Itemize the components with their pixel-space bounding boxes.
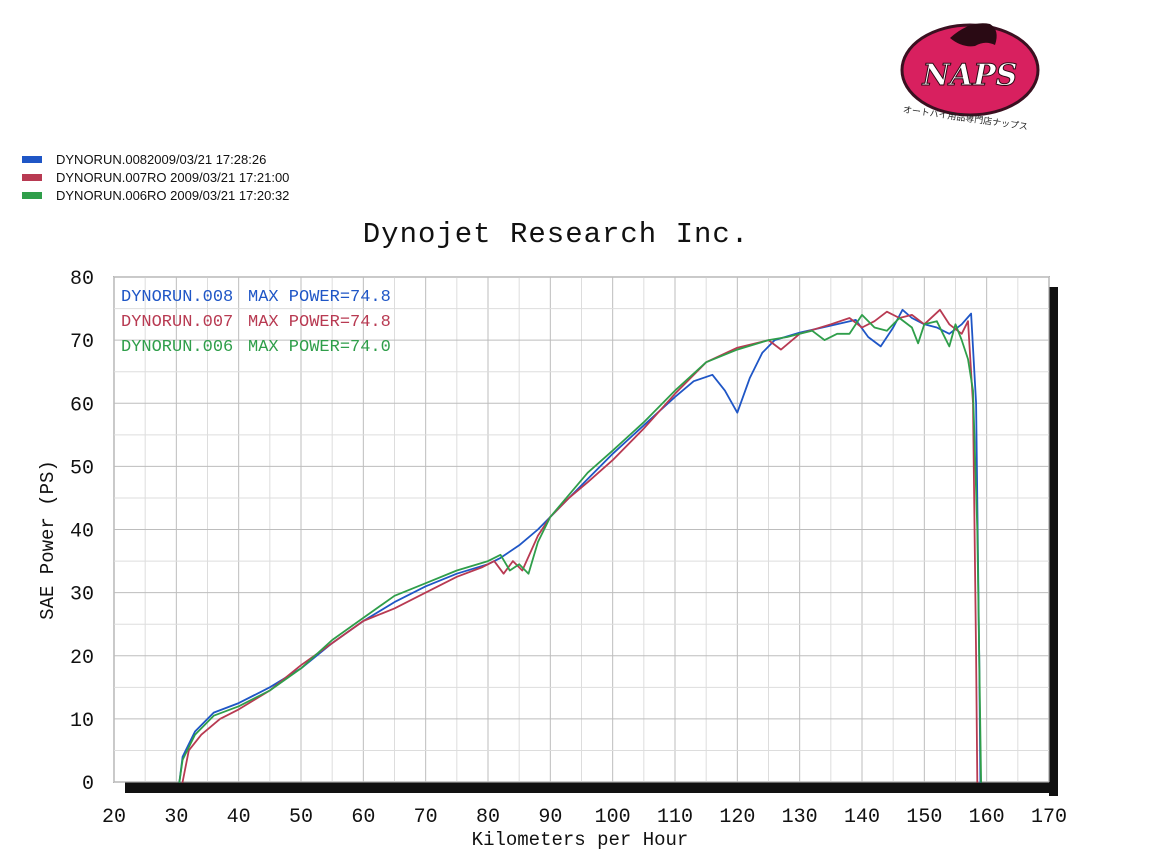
y-tick-label: 40 [70, 521, 94, 544]
run-list-item: DYNORUN.006RO 2009/03/21 17:20:32 [22, 186, 289, 204]
run-swatch-green [22, 191, 42, 199]
series-line-dynorun-007 [181, 308, 979, 783]
y-axis-label: SAE Power (PS) [37, 460, 59, 620]
x-tick-label: 150 [906, 806, 942, 829]
legend-run-006: DYNORUN.006 [121, 338, 233, 357]
legend-run-008: DYNORUN.008 [121, 288, 233, 307]
x-tick-label: 100 [595, 806, 631, 829]
x-tick-label: 140 [844, 806, 880, 829]
y-tick-label: 80 [70, 268, 94, 291]
logo-badge [900, 23, 1040, 117]
x-tick-label: 80 [476, 806, 500, 829]
series-line-dynorun-006 [178, 313, 982, 783]
legend-max-008: MAX POWER=74.8 [248, 288, 391, 307]
chart-title: Dynojet Research Inc. [363, 218, 749, 251]
x-tick-label: 40 [227, 806, 251, 829]
run-swatch-red [22, 173, 42, 181]
y-tick-label: 50 [70, 457, 94, 480]
legend-max-007: MAX POWER=74.8 [248, 313, 391, 332]
rider-icon [950, 23, 997, 47]
frame-shadow-right [1049, 287, 1058, 796]
x-tick-label: 160 [969, 806, 1005, 829]
x-tick-label: 60 [351, 806, 375, 829]
logo: NAPS オートバイ用品専門店ナップス [900, 23, 1040, 133]
run-label: DYNORUN.006RO 2009/03/21 17:20:32 [56, 187, 290, 203]
x-tick-label: 30 [164, 806, 188, 829]
y-tick-label: 60 [70, 394, 94, 417]
logo-text: NAPS [922, 58, 1018, 93]
run-swatch-blue [22, 155, 42, 163]
x-tick-label: 110 [657, 806, 693, 829]
x-tick-label: 20 [102, 806, 126, 829]
x-axis-label: Kilometers per Hour [472, 829, 689, 851]
x-tick-label: 50 [289, 806, 313, 829]
y-tick-label: 30 [70, 584, 94, 607]
y-tick-label: 0 [82, 773, 94, 796]
y-tick-label: 10 [70, 710, 94, 733]
plot-legend: DYNORUN.008 MAX POWER=74.8 DYNORUN.007 M… [121, 288, 391, 357]
x-tick-label: 130 [782, 806, 818, 829]
axis-ticks: 20 30 40 50 60 70 80 90 100 110 120 130 140 150 160 170… [70, 268, 1067, 829]
run-list-item: DYNORUN.0082009/03/21 17:28:26 [22, 150, 289, 168]
grid [113, 276, 1050, 783]
y-tick-label: 70 [70, 331, 94, 354]
run-label: DYNORUN.0082009/03/21 17:28:26 [56, 151, 267, 167]
legend-max-006: MAX POWER=74.0 [248, 338, 391, 357]
x-tick-label: 120 [719, 806, 755, 829]
y-tick-label: 20 [70, 647, 94, 670]
legend-run-007: DYNORUN.007 [121, 313, 233, 332]
run-list-item: DYNORUN.007RO 2009/03/21 17:21:00 [22, 168, 289, 186]
x-tick-label: 70 [414, 806, 438, 829]
x-tick-label: 170 [1031, 806, 1067, 829]
frame-shadow-bottom [125, 781, 1058, 793]
series [178, 308, 982, 783]
run-list: DYNORUN.0082009/03/21 17:28:26 DYNORUN.0… [22, 150, 289, 204]
x-tick-label: 90 [538, 806, 562, 829]
run-label: DYNORUN.007RO 2009/03/21 17:21:00 [56, 169, 290, 185]
